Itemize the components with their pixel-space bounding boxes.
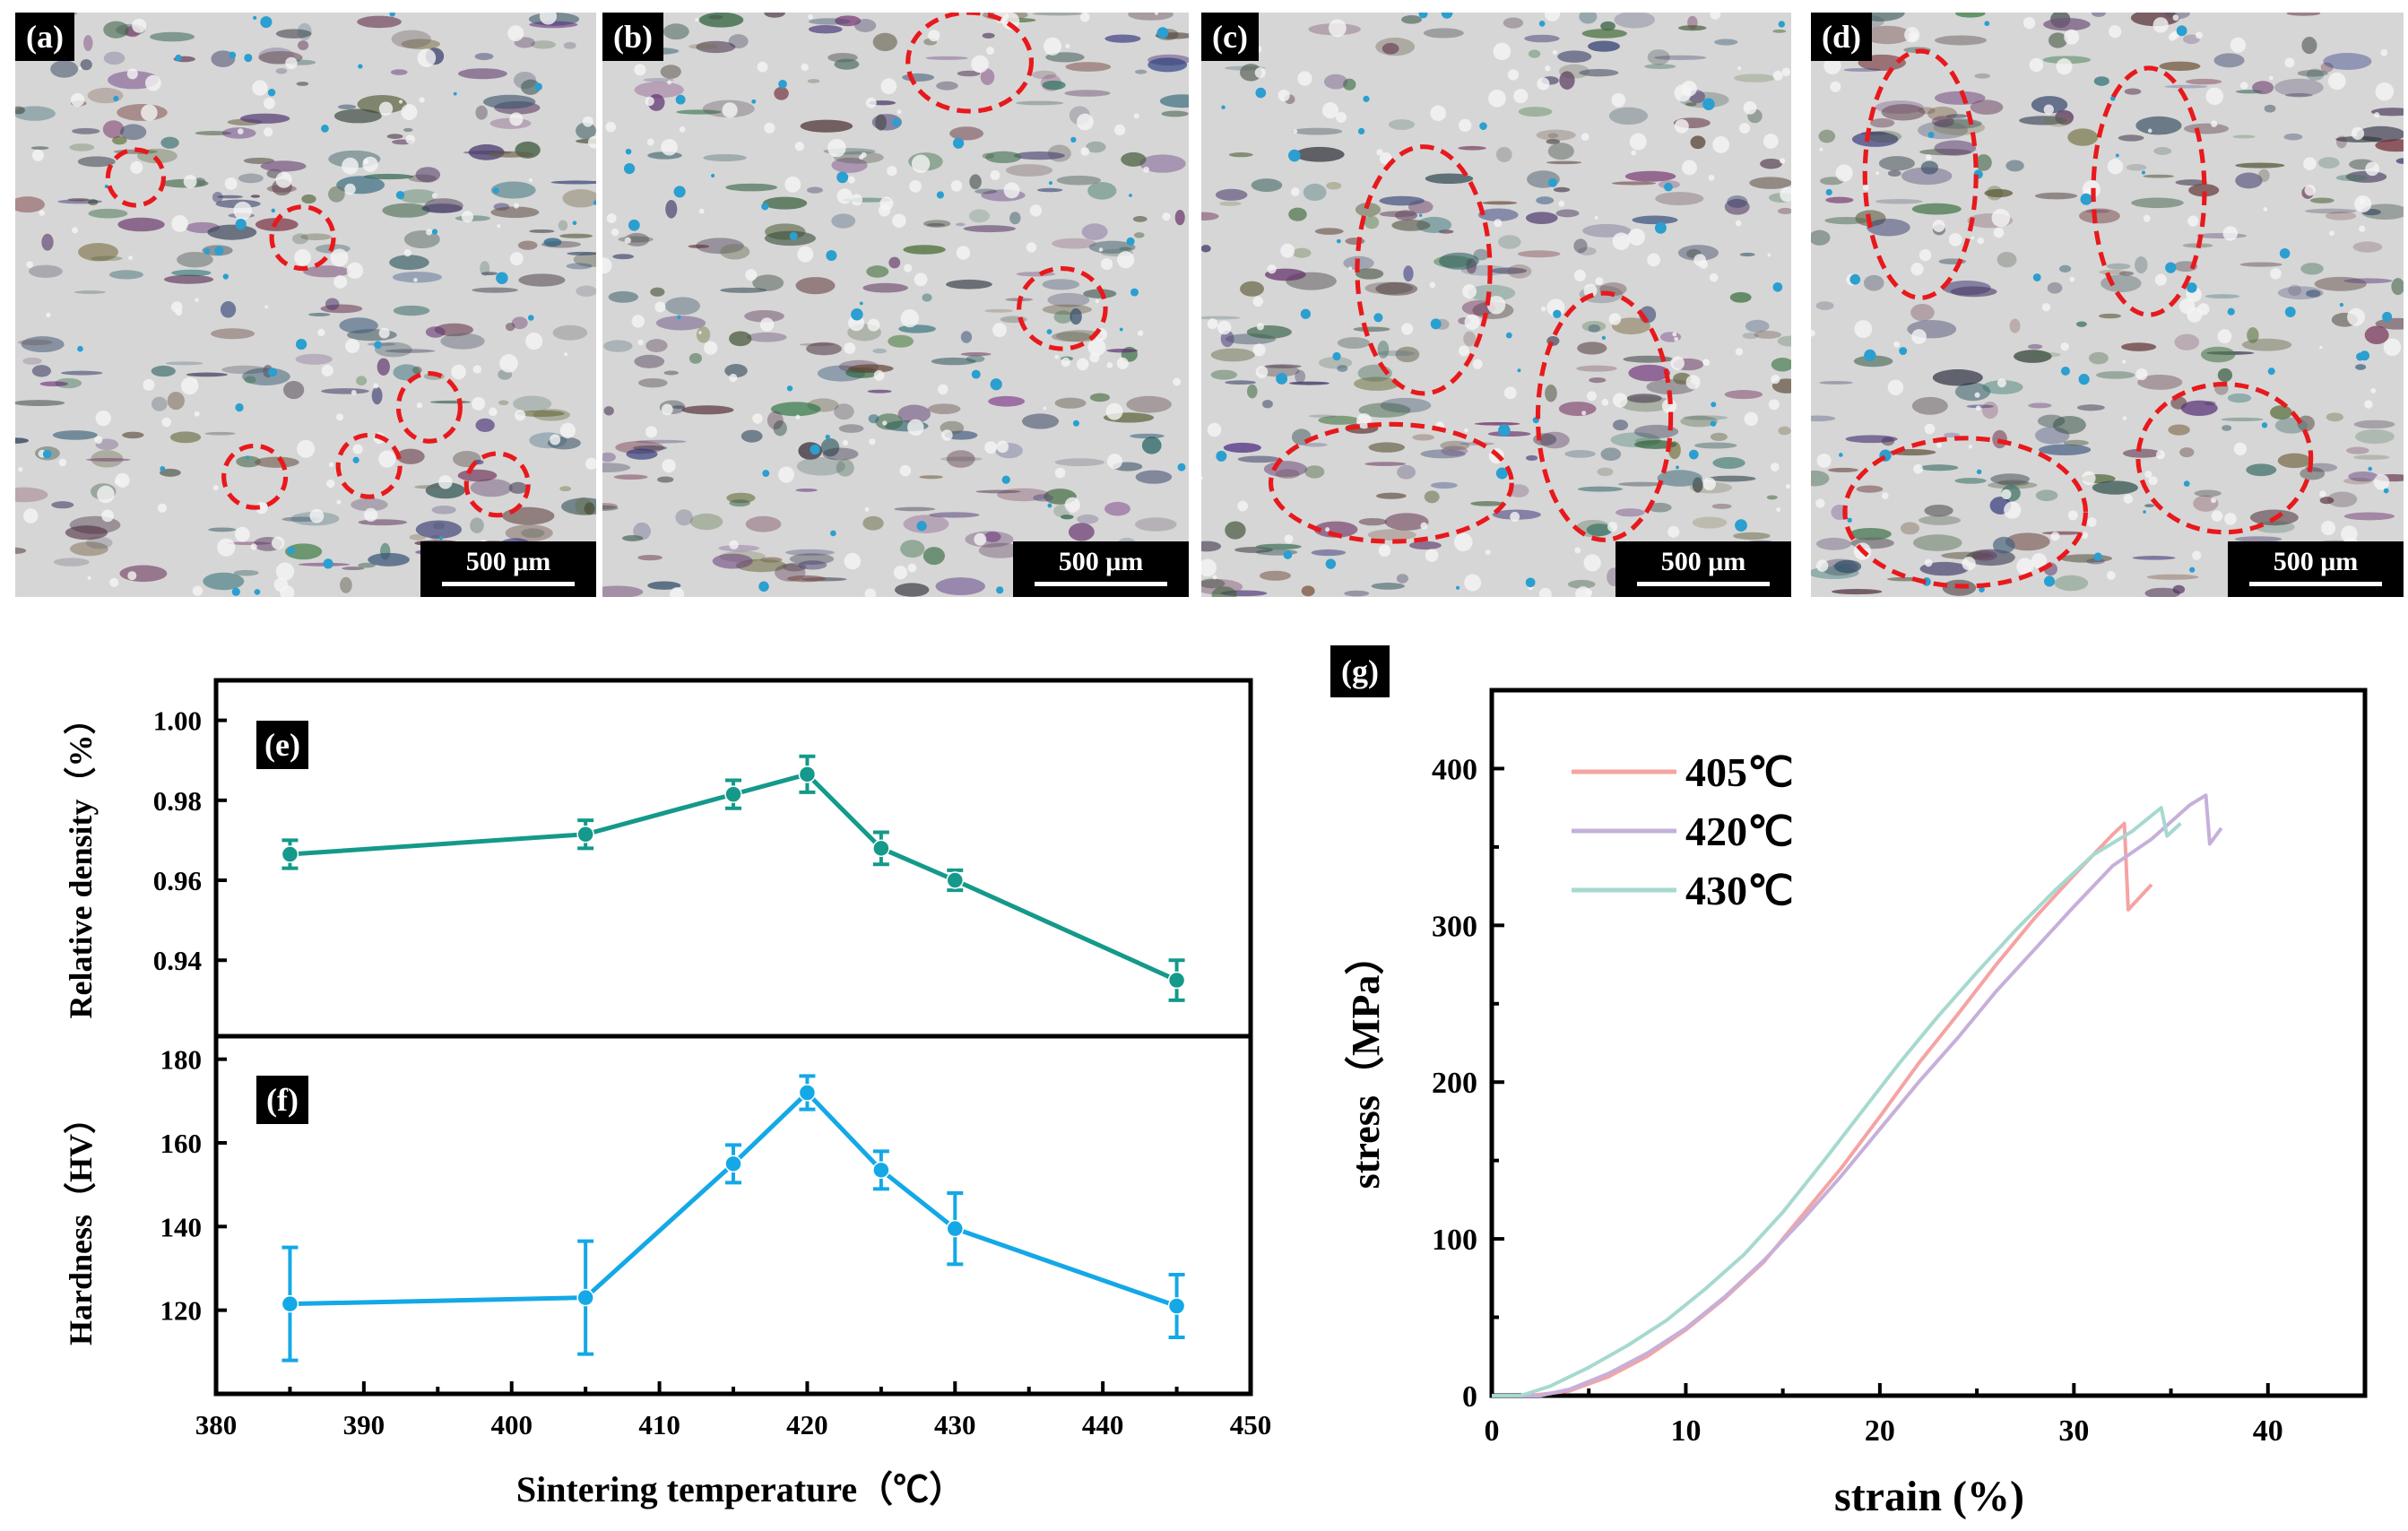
data-point <box>946 1219 965 1238</box>
highlight-ellipse <box>1842 436 2088 589</box>
highlight-ellipse <box>1862 48 1979 300</box>
data-point <box>281 845 299 863</box>
highlight-ellipse <box>1535 290 1674 542</box>
highlight-ellipse <box>1268 421 1514 544</box>
scale-bar-label: 500 μm <box>1058 547 1144 576</box>
y-tick-label: 200 <box>1432 1067 1477 1100</box>
x-tick-label: 440 <box>1082 1409 1124 1440</box>
highlight-ellipse <box>269 204 336 272</box>
scale-bar-label: 500 μm <box>465 547 551 576</box>
series-line-430℃ <box>1492 806 2182 1397</box>
series-line-405℃ <box>1492 821 2153 1397</box>
x-tick-label: 0 <box>1485 1414 1500 1448</box>
x-tick-label: 420 <box>786 1409 828 1440</box>
legend-label: 405℃ <box>1685 749 1794 795</box>
x-tick-label: 380 <box>195 1409 238 1440</box>
y-tick-label: 1.00 <box>153 705 202 737</box>
scale-bar-label: 500 μm <box>2273 547 2359 576</box>
data-point <box>724 785 742 803</box>
y-tick-label: 0 <box>1462 1380 1477 1414</box>
data-point <box>872 1161 890 1180</box>
x-tick-label: 400 <box>490 1409 533 1440</box>
density-chart-frame <box>213 678 1253 1039</box>
x-tick-label: 410 <box>638 1409 680 1440</box>
y-axis-label: Relative density（%） <box>63 703 99 1019</box>
scale-bar-label: 500 μm <box>1660 547 1746 576</box>
micrograph-image <box>15 13 596 597</box>
y-tick-label: 0.98 <box>153 785 202 817</box>
data-point <box>576 1288 594 1307</box>
micrograph-image <box>1811 13 2404 597</box>
y-tick-label: 400 <box>1432 753 1477 786</box>
data-point <box>946 871 965 889</box>
data-point <box>798 1084 817 1102</box>
scale-bar: 500 μm <box>2228 541 2404 597</box>
data-point <box>1167 1297 1186 1315</box>
x-tick-label: 450 <box>1230 1409 1272 1440</box>
y-tick-label: 300 <box>1432 910 1477 943</box>
highlight-ellipse <box>1017 265 1108 351</box>
chart-label-e: (e) <box>256 721 308 769</box>
x-tick-label: 40 <box>2253 1414 2283 1448</box>
micrograph-image <box>602 13 1189 597</box>
x-tick-label: 20 <box>1865 1414 1895 1448</box>
micrograph-image <box>1201 13 1791 597</box>
chart-label-f: (f) <box>256 1076 308 1124</box>
y-tick-label: 0.96 <box>153 865 202 896</box>
panel-label: (b) <box>602 13 663 61</box>
scale-bar: 500 μm <box>1013 541 1189 597</box>
x-axis-label: Sintering temperature（℃） <box>516 1469 965 1509</box>
y-axis-label: stress（MPa） <box>1344 936 1388 1189</box>
stress-strain-frame <box>1489 688 2368 1398</box>
hardness-chart-line <box>290 1089 1178 1309</box>
x-tick-label: 390 <box>343 1409 385 1440</box>
legend-label: 430℃ <box>1685 868 1794 913</box>
highlight-ellipse <box>1355 144 1493 396</box>
hardness-chart-frame <box>213 1034 1253 1397</box>
highlight-ellipse <box>2091 65 2207 317</box>
x-tick-label: 430 <box>934 1409 976 1440</box>
data-point <box>724 1155 742 1173</box>
x-axis-label: strain (%) <box>1834 1473 2024 1520</box>
micrograph-c: (c) 500 μm <box>1201 13 1791 597</box>
data-point <box>872 839 890 858</box>
data-point <box>798 766 817 783</box>
highlight-ellipse <box>2135 382 2314 535</box>
y-tick-label: 180 <box>160 1044 203 1076</box>
y-tick-label: 100 <box>1432 1224 1477 1257</box>
series-line-420℃ <box>1492 793 2223 1397</box>
highlight-ellipse <box>905 13 1035 114</box>
y-tick-label: 140 <box>160 1211 203 1242</box>
micrograph-b: (b) 500 μm <box>602 13 1189 597</box>
micrograph-d: (d) 500 μm <box>1811 13 2404 597</box>
x-tick-label: 30 <box>2058 1414 2089 1448</box>
y-tick-label: 0.94 <box>153 945 202 976</box>
chart-label-g: (g) <box>1330 645 1390 697</box>
y-tick-label: 120 <box>160 1295 203 1327</box>
data-point <box>281 1294 299 1313</box>
highlight-ellipse <box>335 432 403 499</box>
x-tick-label: 10 <box>1670 1414 1701 1448</box>
micrograph-a: (a) 500 μm <box>15 13 596 597</box>
highlight-ellipse <box>395 370 463 444</box>
highlight-ellipse <box>221 443 289 510</box>
highlight-ellipse <box>463 451 531 518</box>
scale-bar: 500 μm <box>1615 541 1791 597</box>
panel-label: (d) <box>1811 13 1872 61</box>
data-point <box>1167 971 1186 990</box>
legend-label: 420℃ <box>1685 809 1794 854</box>
panel-label: (a) <box>15 13 74 61</box>
y-tick-label: 160 <box>160 1128 203 1159</box>
y-axis-label: Hardness（HV） <box>63 1102 99 1345</box>
scale-bar: 500 μm <box>420 541 596 597</box>
highlight-ellipse <box>105 147 167 208</box>
panel-label: (c) <box>1201 13 1259 61</box>
data-point <box>576 825 594 843</box>
